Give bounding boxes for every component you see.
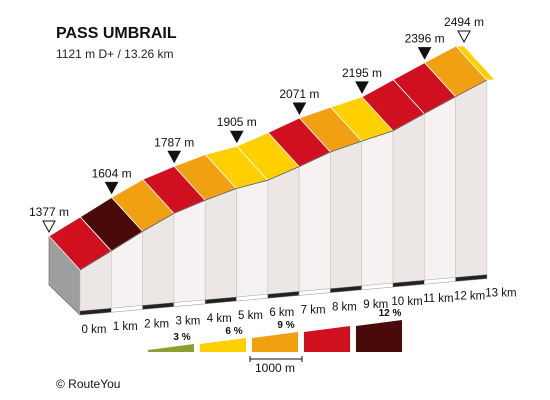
profile-front-edge <box>79 79 488 271</box>
elevation-marker-label: 1377 m <box>29 205 69 219</box>
legend-swatch <box>252 332 298 352</box>
elevation-marker-label: 1787 m <box>154 135 194 149</box>
elevation-marker-label: 2396 m <box>405 32 445 46</box>
km-tick-label: 4 km <box>207 313 232 325</box>
legend-swatch <box>200 338 246 352</box>
elevation-marker-label: 1604 m <box>92 166 132 180</box>
legend-label: 6 % <box>225 326 242 337</box>
elevation-marker-triangle <box>42 220 56 234</box>
legend-label: 12 % <box>379 308 402 319</box>
elevation-marker-group: 1377 m 1604 m 1787 m 1905 m 2071 m 2195 m 2396… <box>29 15 484 234</box>
km-tick-label: 8 km <box>332 302 357 314</box>
routeyou-credit: © RouteYou <box>56 377 120 391</box>
elevation-marker-label: 1905 m <box>217 115 257 129</box>
profile-wall-segment <box>173 199 206 307</box>
profile-wall-segment <box>361 130 394 291</box>
elevation-marker-triangle <box>104 181 119 195</box>
profile-wall-segment <box>423 96 456 285</box>
profile-wall-group <box>48 79 488 316</box>
elevation-marker-triangle <box>229 130 244 144</box>
km-tick-label: 3 km <box>175 316 200 328</box>
profile-wall-segment <box>330 140 363 293</box>
profile-base-strip <box>455 274 488 282</box>
elevation-marker-triangle <box>417 47 432 60</box>
legend-swatch <box>148 344 194 352</box>
km-tick-label: 12 km <box>454 290 485 302</box>
elevation-marker-triangle <box>355 81 369 94</box>
elevation-marker-label: 2071 m <box>279 87 319 101</box>
profile-wall-segment <box>392 113 425 288</box>
legend-swatch <box>356 320 402 352</box>
km-tick-label: 7 km <box>301 304 326 316</box>
elevation-marker-triangle <box>292 102 307 115</box>
elevation-marker-label: 2195 m <box>342 66 382 80</box>
profile-ribbon-group <box>48 45 496 271</box>
gradient-segment <box>454 45 496 81</box>
km-tick-label: 13 km <box>485 288 516 300</box>
km-tick-label: 1 km <box>113 321 138 333</box>
profile-wall-segment <box>267 166 300 299</box>
km-tick-group: 0 km 1 km 2 km 3 km 4 km 5 km 6 km 7 km 8 km 9 km… <box>82 288 517 336</box>
km-tick-label: 10 km <box>391 296 422 308</box>
profile-wall-segment <box>298 151 331 296</box>
km-tick-label: 2 km <box>144 318 169 330</box>
elevation-marker-triangle <box>167 150 182 164</box>
km-tick-label: 5 km <box>238 310 263 322</box>
elevation-marker-label: 2494 m <box>444 15 484 29</box>
profile-wall-segment <box>204 188 237 305</box>
km-tick-label: 9 km <box>363 299 388 311</box>
profile-wall-segment <box>455 79 488 282</box>
elevation-marker-triangle <box>457 30 471 44</box>
km-tick-label: 0 km <box>82 324 107 336</box>
gradient-legend: 3 % 6 % 9 % 12 % <box>148 308 402 362</box>
km-tick-label: 6 km <box>269 307 294 319</box>
profile-wall-segment <box>236 179 269 302</box>
chart-subtitle: 1121 m D+ / 13.26 km <box>56 47 174 61</box>
km-tick-label: 11 km <box>423 293 453 305</box>
legend-label: 9 % <box>277 320 294 331</box>
legend-label: 3 % <box>173 332 190 343</box>
legend-swatch <box>304 326 350 352</box>
scale-bar-label: 1000 m <box>255 361 295 375</box>
chart-title: PASS UMBRAIL <box>56 25 177 42</box>
